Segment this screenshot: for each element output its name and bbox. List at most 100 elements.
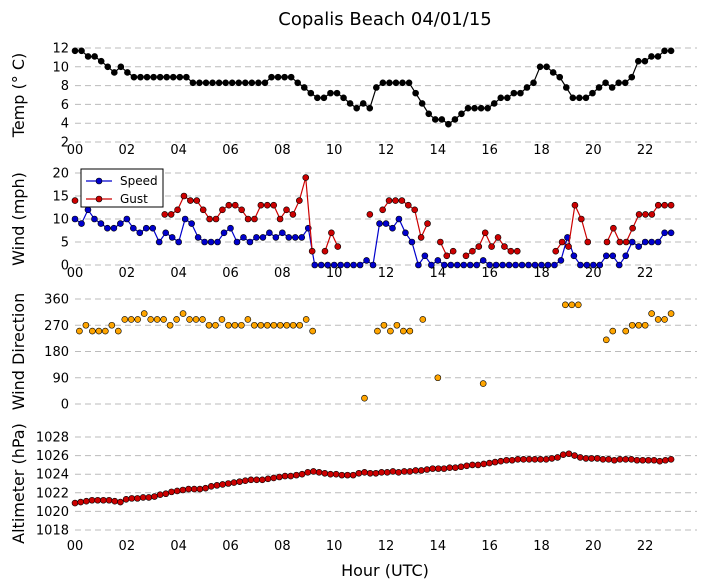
- temp-series-point: [543, 63, 550, 71]
- wind-gust-point: [488, 243, 495, 250]
- altimeter-series-point: [548, 455, 556, 462]
- altimeter-series-point: [83, 497, 90, 505]
- direction-data-point: [419, 316, 427, 323]
- legend-speed-label: Speed: [120, 174, 158, 188]
- temp-series-point: [202, 79, 210, 87]
- wind-speed-point: [460, 261, 468, 269]
- wind-speed-point: [395, 215, 403, 223]
- altimeter-series-point: [412, 467, 419, 474]
- direction-data-point: [257, 321, 265, 329]
- direction-data-point: [479, 380, 487, 387]
- altimeter-series-point: [571, 452, 578, 459]
- temp-x-tick-label: 00: [67, 143, 84, 158]
- temp-series-point: [222, 79, 229, 87]
- wind-speed-point: [259, 234, 267, 241]
- wind-speed-point: [570, 252, 578, 260]
- temp-series-point: [484, 104, 491, 112]
- temp-series-point: [248, 79, 256, 87]
- wind-gust-point: [385, 197, 393, 204]
- wind-gust-point: [437, 238, 444, 246]
- wind-speed-point: [233, 238, 241, 246]
- temp-series-point: [379, 79, 387, 87]
- wind-gust-point: [167, 211, 175, 218]
- direction-data-point: [622, 327, 630, 335]
- altimeter-series-point: [616, 456, 624, 463]
- temp-x-tick-label: 12: [378, 143, 395, 158]
- wind-speed-point: [577, 261, 584, 269]
- temp-series-point: [386, 79, 393, 87]
- direction-data-point: [562, 301, 569, 309]
- wind-gust-point: [244, 215, 252, 223]
- altimeter-series-point: [656, 457, 664, 465]
- wind-speed-point: [201, 238, 208, 246]
- temp-series-point: [556, 73, 564, 81]
- wind-x-tick-label: 12: [378, 266, 395, 281]
- wind-gust-point: [398, 197, 406, 204]
- direction-data-point: [231, 321, 239, 329]
- wind-gust-point: [475, 243, 483, 250]
- direction-data-point: [568, 301, 576, 309]
- altimeter-series-point: [622, 456, 629, 463]
- altimeter-series-point: [185, 485, 192, 493]
- altimeter-series-point: [298, 470, 306, 478]
- altimeter-series-point: [162, 490, 170, 498]
- wind-speed-point: [389, 224, 396, 232]
- wind-speed-point: [123, 215, 131, 223]
- temp-series-point: [97, 57, 105, 65]
- altimeter-series-point: [94, 496, 102, 504]
- wind-speed-point: [428, 261, 435, 269]
- temp-series-point: [274, 73, 282, 81]
- temp-series-point: [595, 84, 603, 91]
- altimeter-series-point: [486, 459, 493, 467]
- temp-series-point: [648, 53, 655, 60]
- wind-speed-point: [525, 261, 532, 269]
- direction-data-point: [661, 316, 668, 323]
- altimeter-series-point: [508, 456, 516, 464]
- wind-speed-point: [486, 261, 493, 269]
- altimeter-series-point: [173, 487, 181, 495]
- wind-gust-point: [328, 229, 335, 237]
- altimeter-x-tick-label: 12: [378, 539, 395, 554]
- wind-gust-point: [417, 234, 425, 241]
- wind-y-tick-label: 5: [61, 236, 69, 251]
- temp-series-point: [117, 63, 125, 71]
- direction-data-point: [238, 321, 245, 329]
- temp-series-point: [569, 94, 577, 102]
- wind-speed-point: [91, 215, 98, 223]
- wind-speed-point: [194, 234, 202, 241]
- legend-gust-marker: [95, 195, 103, 203]
- temp-series-point: [399, 79, 406, 87]
- temp-series-point: [71, 47, 79, 55]
- wind-gust-point: [481, 229, 489, 237]
- wind-speed-point: [104, 224, 111, 232]
- altimeter-series-point: [497, 457, 505, 465]
- direction-data-point: [166, 321, 174, 329]
- wind-speed-point: [434, 257, 442, 264]
- temp-series-point: [464, 104, 472, 112]
- temp-series-point: [137, 73, 144, 81]
- temp-series-point: [641, 57, 649, 65]
- wind-gust-point: [462, 252, 470, 260]
- temp-x-tick-label: 22: [637, 143, 654, 158]
- wind-gust-point: [667, 201, 675, 209]
- direction-data-point: [199, 316, 206, 323]
- wind-speed-point: [214, 238, 221, 246]
- wind-gust-point: [603, 238, 611, 246]
- temp-series-point: [497, 94, 505, 102]
- altimeter-series-point: [361, 469, 368, 476]
- altimeter-x-tick-label: 20: [585, 539, 602, 554]
- altimeter-y-tick-label: 1018: [36, 524, 69, 539]
- altimeter-y-tick-label: 1028: [36, 431, 69, 446]
- altimeter-series-point: [417, 467, 425, 474]
- direction-data-point: [244, 316, 252, 323]
- wind-gust-point: [449, 247, 457, 255]
- direction-data-point: [134, 316, 142, 323]
- wind-gust-point: [334, 243, 342, 250]
- wind-speed-point: [311, 261, 319, 269]
- temp-series-point: [602, 79, 609, 87]
- direction-y-tick-label: 180: [44, 345, 69, 360]
- temp-x-tick-label: 14: [430, 143, 447, 158]
- altimeter-series-point: [344, 471, 351, 479]
